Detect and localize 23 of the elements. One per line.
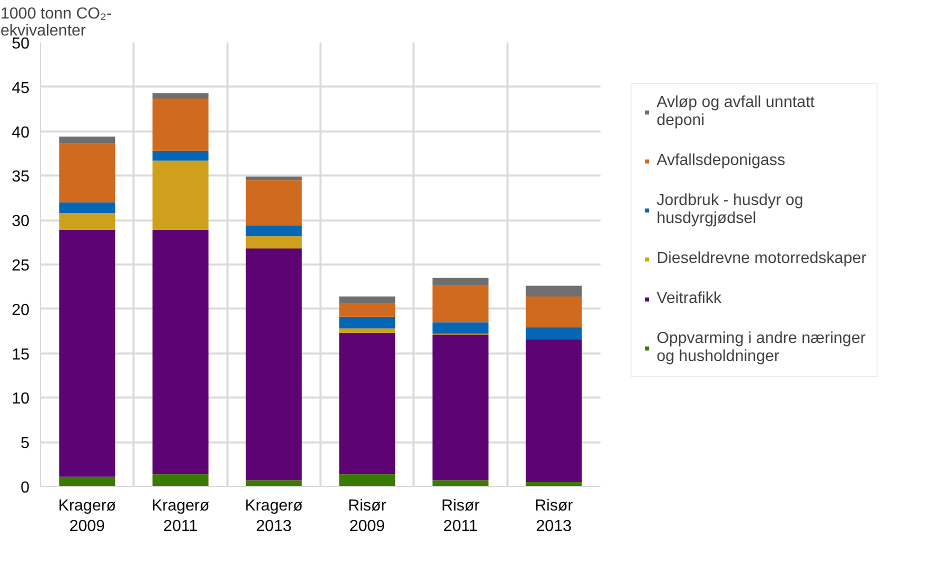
y-tick-label: 40 (12, 124, 30, 142)
y-tick-label: 15 (12, 346, 30, 364)
legend-label: Dieseldrevne motorredskaper (656, 250, 866, 268)
y-tick-label: 35 (12, 168, 30, 186)
x-tick-label: Risør 2009 (348, 498, 387, 535)
x-tick-label: Kragerø 2013 (244, 498, 303, 535)
legend-label: Oppvarming i andre næringer og husholdninger (656, 330, 866, 366)
x-tick-label: Kragerø 2009 (58, 498, 116, 535)
y-tick-label: 30 (12, 213, 30, 230)
legend-label: Avløp og avfall unntatt deponi (656, 94, 815, 130)
y-tick-label: 25 (12, 258, 30, 274)
legend-label: Avfallsdeponigass (656, 152, 786, 170)
y-tick-label: 20 (12, 302, 30, 319)
y-tick-label: 10 (12, 390, 30, 408)
x-tick-label: Kragerø 2011 (152, 498, 210, 535)
legend-label: Jordbruk - husdyr og husdyrgjødsel (656, 192, 804, 228)
x-tick-label: Risør 2011 (441, 498, 480, 535)
legend-label: Veitrafikk (656, 290, 722, 308)
y-tick-label: 45 (12, 80, 30, 97)
y-tick-label: 0 (20, 480, 30, 496)
y-tick-label: 50 (12, 36, 30, 52)
y-tick-label: 5 (20, 435, 30, 452)
x-tick-label: Risør 2013 (534, 498, 574, 535)
